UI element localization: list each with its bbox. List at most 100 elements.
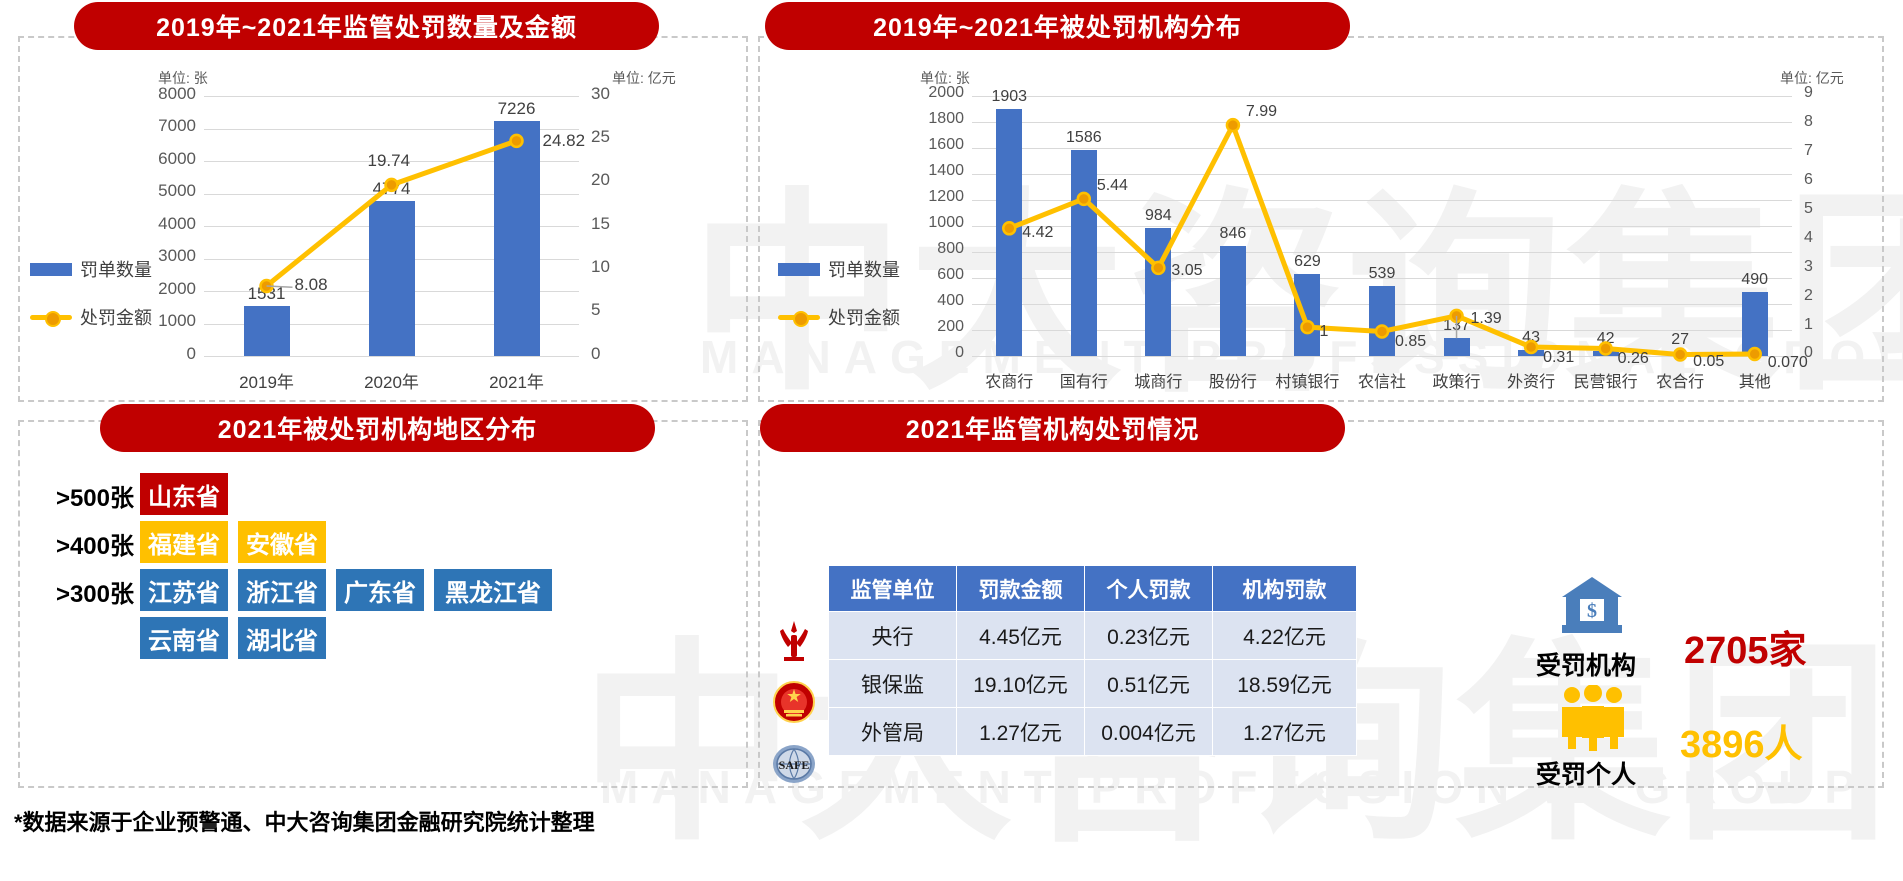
- bar-value-label: 1531: [247, 284, 286, 304]
- x-axis-category-label: 其他: [1738, 374, 1771, 391]
- y-axis-tick-left: 600: [937, 266, 964, 284]
- region-threshold-label: >500张: [55, 485, 134, 512]
- province-chip-安徽省[interactable]: 安徽省: [238, 521, 326, 563]
- y-axis-tick-left: 7000: [158, 116, 196, 136]
- gridline: [972, 148, 1792, 149]
- y-axis-tick-right: 30: [591, 83, 610, 103]
- province-chip-湖北省[interactable]: 湖北省: [238, 617, 326, 659]
- summary-institutions-value: 2705家: [1684, 630, 1807, 672]
- x-axis-category-label: 2021年: [489, 373, 544, 392]
- gridline: [972, 252, 1792, 253]
- table-cell: 0.23亿元: [1084, 611, 1213, 660]
- bar-swatch-icon: [778, 262, 820, 276]
- line-value-label: 8.08: [294, 274, 328, 294]
- y-axis-tick-right: 1: [1804, 315, 1813, 333]
- y-axis-tick-right: 7: [1804, 142, 1813, 160]
- table-cell: 4.22亿元: [1212, 611, 1357, 660]
- bar-村镇银行: [1294, 274, 1321, 356]
- table-header-cell: 个人罚款: [1084, 565, 1213, 612]
- table-cell: 0.51亿元: [1084, 659, 1213, 708]
- y-axis-tick-left: 0: [186, 343, 196, 363]
- chart1-left-unit: 单位: 张: [158, 70, 208, 86]
- chart2-right-unit: 单位: 亿元: [1780, 70, 1844, 86]
- cbirc-emblem-icon: [773, 681, 815, 723]
- x-axis-category-label: 政策行: [1432, 374, 1481, 391]
- y-axis-tick-right: 4: [1804, 228, 1813, 246]
- chart2-left-unit: 单位: 张: [920, 70, 970, 86]
- chart1-legend-label-line: 处罚金额: [80, 308, 152, 328]
- bank-icon: $: [1562, 577, 1622, 633]
- y-axis-tick-left: 1000: [158, 311, 196, 331]
- table-cell: 1.27亿元: [956, 707, 1085, 756]
- province-chip-广东省[interactable]: 广东省: [336, 569, 424, 611]
- line-value-label: 0.070: [1767, 353, 1808, 371]
- province-chip-云南省[interactable]: 云南省: [140, 617, 228, 659]
- x-axis-category-label: 村镇银行: [1275, 374, 1340, 391]
- svg-text:SAFE: SAFE: [779, 758, 810, 772]
- y-axis-tick-left: 8000: [158, 83, 196, 103]
- province-chip-黑龙江省[interactable]: 黑龙江省: [434, 569, 552, 611]
- y-axis-tick-right: 15: [591, 213, 610, 233]
- province-chip-江苏省[interactable]: 江苏省: [140, 569, 228, 611]
- line-value-label: 7.99: [1245, 103, 1278, 121]
- table-cell: 4.45亿元: [956, 611, 1085, 660]
- bar-农信社: [1369, 285, 1395, 356]
- safe-emblem-icon: SAFE: [773, 745, 815, 783]
- gridline: [972, 174, 1792, 175]
- bar-value-label: 27: [1671, 331, 1690, 349]
- province-chip-山东省[interactable]: 山东省: [140, 473, 228, 515]
- gridline: [204, 161, 579, 162]
- chart2-legend-label-bar: 罚单数量: [828, 260, 900, 280]
- y-axis-tick-right: 25: [591, 127, 610, 147]
- line-value-label: 0.26: [1617, 350, 1649, 368]
- line-series-penalized-institution-distribution: [1002, 117, 1762, 362]
- bar-政策行: [1443, 338, 1470, 356]
- gridline: [204, 96, 579, 97]
- bar-value-label: 490: [1741, 271, 1769, 289]
- gridline: [204, 193, 579, 195]
- y-axis-tick-right: 3: [1804, 257, 1813, 275]
- bar-value-label: 42: [1596, 329, 1615, 347]
- bar-国有行: [1070, 149, 1097, 356]
- gridline: [972, 200, 1792, 201]
- bar-2020年: [368, 200, 415, 356]
- province-chip-福建省[interactable]: 福建省: [140, 521, 228, 563]
- x-axis-category-label: 农合行: [1656, 374, 1705, 391]
- title-banner-region-distribution: 2021年被处罚机构地区分布: [100, 404, 655, 452]
- x-axis-category-label: 股份行: [1208, 374, 1257, 391]
- y-axis-tick-left: 1800: [928, 110, 964, 128]
- table-cell: 外管局: [828, 707, 957, 756]
- table-cell: 0.004亿元: [1084, 707, 1213, 756]
- gridline: [204, 356, 579, 357]
- y-axis-tick-left: 2000: [158, 278, 196, 298]
- province-chip-浙江省[interactable]: 浙江省: [238, 569, 326, 611]
- gridline: [972, 96, 1792, 97]
- leader-line: [266, 285, 293, 288]
- y-axis-tick-right: 2: [1804, 286, 1813, 304]
- table-header-row: 监管单位 罚款金额 个人罚款 机构罚款: [828, 565, 1357, 612]
- y-axis-tick-left: 400: [937, 292, 964, 310]
- gridline: [204, 128, 579, 130]
- y-axis-tick-left: 0: [955, 344, 964, 362]
- x-axis-category-label: 城商行: [1134, 374, 1183, 391]
- summary-institutions-caption: 受罚机构: [1536, 652, 1637, 680]
- regulator-penalty-table: 监管单位 罚款金额 个人罚款 机构罚款 央行 4.45亿元 0.23亿元 4.2…: [828, 565, 1357, 756]
- y-axis-tick-right: 10: [591, 257, 610, 277]
- bar-value-label: 984: [1145, 207, 1172, 225]
- bar-股份行: [1219, 246, 1246, 356]
- line-swatch-icon: [778, 310, 820, 327]
- bar-value-label: 7226: [497, 99, 536, 119]
- line-value-label: 4.42: [1022, 224, 1054, 242]
- region-threshold-label: >300张: [55, 581, 134, 608]
- y-axis-tick-right: 5: [591, 300, 601, 320]
- line-swatch-icon: [30, 310, 72, 327]
- y-axis-tick-left: 1000: [928, 214, 964, 232]
- y-axis-tick-left: 6000: [158, 148, 196, 168]
- gridline: [972, 122, 1792, 123]
- people-icon: [1562, 685, 1624, 751]
- region-threshold-label: >400张: [55, 533, 134, 560]
- table-cell: 18.59亿元: [1212, 659, 1357, 708]
- y-axis-tick-left: 1200: [928, 188, 964, 206]
- summary-individuals-value: 3896人: [1680, 724, 1803, 766]
- y-axis-tick-right: 20: [591, 170, 610, 190]
